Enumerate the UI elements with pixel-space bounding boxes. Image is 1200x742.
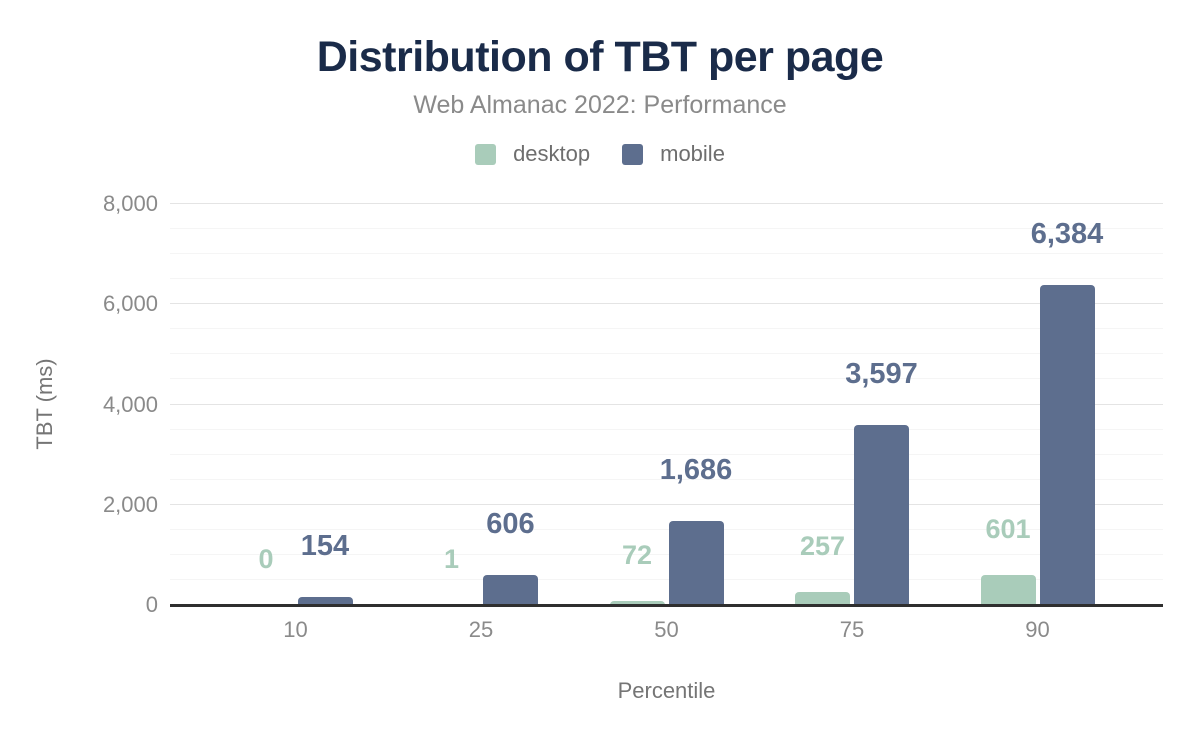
x-axis-line bbox=[170, 604, 1163, 607]
minor-gridline-7500 bbox=[170, 228, 1163, 230]
value-label-mobile-p50: 1,686 bbox=[659, 453, 733, 486]
y-tick-label-0: 0 bbox=[145, 592, 158, 617]
minor-gridline-1000 bbox=[170, 553, 1163, 555]
minor-gridline-5000 bbox=[170, 353, 1163, 355]
bar-mobile-p90[interactable] bbox=[1039, 285, 1095, 605]
bar-desktop-p75[interactable] bbox=[795, 592, 850, 605]
minor-gridline-6500 bbox=[170, 278, 1163, 280]
x-tick-label-p10: 10 bbox=[283, 617, 308, 642]
bar-desktop-p50[interactable] bbox=[609, 601, 665, 605]
x-tick-label-p75: 75 bbox=[839, 617, 865, 642]
value-label-desktop-p90: 601 bbox=[985, 513, 1031, 544]
legend-label: mobile bbox=[660, 141, 725, 166]
value-label-desktop-p50: 72 bbox=[621, 540, 653, 571]
minor-gridline-4500 bbox=[170, 378, 1163, 380]
x-tick-label-p25: 25 bbox=[468, 617, 494, 642]
value-label-mobile-p25: 606 bbox=[486, 507, 535, 540]
legend-item-mobile[interactable]: mobile bbox=[622, 141, 725, 167]
y-tick-label-6000: 6,000 bbox=[102, 291, 158, 317]
y-tick-label-2000: 2,000 bbox=[102, 491, 158, 517]
major-gridline-2000 bbox=[170, 503, 1163, 505]
minor-gridline-5500 bbox=[170, 328, 1163, 330]
bar-mobile-p50[interactable] bbox=[668, 520, 724, 605]
bar-mobile-p75[interactable] bbox=[854, 424, 909, 605]
legend-label: desktop bbox=[513, 141, 591, 166]
legend-swatch-icon bbox=[475, 143, 497, 165]
major-gridline-8000 bbox=[170, 203, 1163, 204]
legend: desktop mobile bbox=[0, 141, 1200, 167]
major-gridline-6000 bbox=[170, 303, 1163, 305]
plot-area: 0 154 1 606 72 1,686 257 3,597 601 6,384 bbox=[170, 203, 1163, 607]
x-tick-label-p90: 90 bbox=[1025, 617, 1050, 642]
bar-mobile-p25[interactable] bbox=[483, 574, 538, 605]
value-label-desktop-p25: 1 bbox=[443, 543, 460, 574]
minor-gridline-3000 bbox=[170, 453, 1163, 455]
y-tick-label-4000: 4,000 bbox=[102, 391, 158, 417]
major-gridline-4000 bbox=[170, 403, 1163, 405]
minor-gridline-2500 bbox=[170, 478, 1163, 480]
value-label-mobile-p90: 6,384 bbox=[1030, 218, 1104, 251]
bar-desktop-p90[interactable] bbox=[980, 574, 1036, 605]
minor-gridline-3500 bbox=[170, 428, 1163, 430]
chart-subtitle: Web Almanac 2022: Performance bbox=[413, 91, 787, 119]
legend-item-desktop[interactable]: desktop bbox=[475, 141, 590, 167]
minor-gridline-1500 bbox=[170, 528, 1163, 530]
x-tick-label-p50: 50 bbox=[654, 617, 679, 642]
legend-swatch-icon bbox=[622, 143, 644, 165]
x-axis-title: Percentile bbox=[617, 678, 716, 703]
minor-gridline-7000 bbox=[170, 253, 1163, 255]
value-label-desktop-p75: 257 bbox=[799, 531, 846, 562]
minor-gridline-500 bbox=[170, 578, 1163, 580]
value-label-mobile-p10: 154 bbox=[300, 530, 350, 563]
chart-title: Distribution of TBT per page bbox=[316, 33, 884, 81]
value-label-desktop-p10: 0 bbox=[258, 544, 274, 574]
bar-mobile-p10[interactable] bbox=[297, 597, 353, 605]
value-label-mobile-p75: 3,597 bbox=[845, 357, 918, 390]
y-tick-label-8000: 8,000 bbox=[102, 191, 158, 216]
